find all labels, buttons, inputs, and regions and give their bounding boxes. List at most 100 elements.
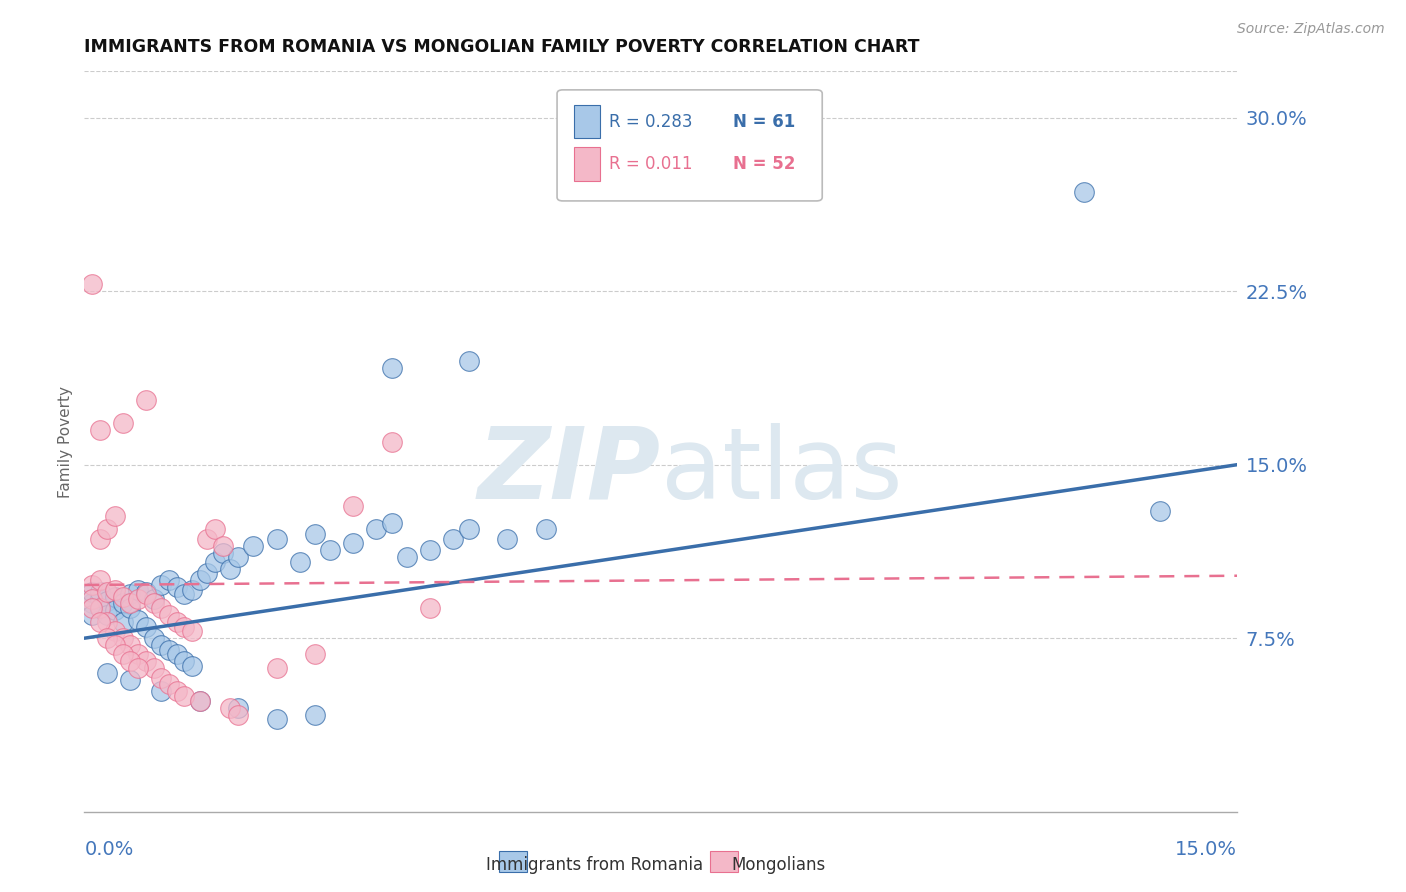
- Point: [120, 597, 142, 611]
- Point: [157, 642, 180, 657]
- Point: [120, 638, 142, 652]
- Point: [111, 648, 134, 662]
- Point: [150, 684, 173, 698]
- Point: [150, 671, 173, 685]
- Point: [111, 615, 134, 629]
- Point: [104, 638, 127, 652]
- Point: [166, 648, 188, 662]
- Point: [173, 689, 195, 703]
- Point: [127, 591, 149, 606]
- Point: [266, 712, 288, 726]
- Point: [80, 277, 103, 292]
- Point: [166, 580, 188, 594]
- Point: [457, 353, 479, 368]
- FancyBboxPatch shape: [575, 147, 600, 180]
- Point: [457, 523, 479, 537]
- Point: [104, 582, 127, 597]
- Text: R = 0.283: R = 0.283: [609, 112, 692, 131]
- Point: [219, 700, 242, 714]
- Point: [104, 508, 127, 523]
- Text: Source: ZipAtlas.com: Source: ZipAtlas.com: [1237, 22, 1385, 37]
- Point: [96, 594, 118, 608]
- Text: ZIP: ZIP: [478, 423, 661, 520]
- Point: [104, 624, 127, 639]
- Point: [366, 523, 388, 537]
- Point: [534, 523, 557, 537]
- Point: [381, 434, 404, 449]
- Point: [96, 665, 118, 680]
- Y-axis label: Family Poverty: Family Poverty: [58, 385, 73, 498]
- Point: [96, 523, 118, 537]
- Point: [266, 661, 288, 675]
- Point: [188, 574, 211, 588]
- Point: [204, 555, 226, 569]
- Point: [166, 684, 188, 698]
- Point: [135, 619, 157, 633]
- Point: [89, 601, 111, 615]
- Point: [89, 615, 111, 629]
- Point: [89, 423, 111, 437]
- Point: [304, 527, 326, 541]
- Point: [104, 590, 127, 604]
- Point: [89, 591, 111, 606]
- Point: [89, 574, 111, 588]
- Point: [104, 603, 127, 617]
- Point: [381, 360, 404, 375]
- Point: [342, 500, 364, 514]
- Point: [188, 694, 211, 708]
- Point: [80, 597, 103, 611]
- Point: [142, 631, 165, 645]
- Point: [120, 587, 142, 601]
- Text: 15.0%: 15.0%: [1175, 840, 1237, 859]
- Point: [195, 566, 218, 581]
- Point: [111, 416, 134, 430]
- Point: [419, 543, 441, 558]
- Text: N = 52: N = 52: [734, 155, 796, 173]
- Point: [342, 536, 364, 550]
- Point: [204, 523, 226, 537]
- Point: [135, 587, 157, 601]
- Point: [266, 532, 288, 546]
- Text: Mongolians: Mongolians: [731, 856, 825, 874]
- Point: [80, 608, 103, 623]
- Text: IMMIGRANTS FROM ROMANIA VS MONGOLIAN FAMILY POVERTY CORRELATION CHART: IMMIGRANTS FROM ROMANIA VS MONGOLIAN FAM…: [84, 38, 920, 56]
- Point: [80, 601, 103, 615]
- Point: [120, 601, 142, 615]
- Point: [80, 578, 103, 592]
- Point: [1149, 504, 1171, 518]
- Point: [181, 582, 204, 597]
- Point: [304, 707, 326, 722]
- Point: [120, 654, 142, 668]
- Point: [381, 516, 404, 530]
- Point: [195, 532, 218, 546]
- Point: [304, 648, 326, 662]
- Point: [288, 555, 311, 569]
- Point: [226, 707, 249, 722]
- FancyBboxPatch shape: [575, 105, 600, 138]
- FancyBboxPatch shape: [557, 90, 823, 201]
- Point: [96, 631, 118, 645]
- Point: [89, 601, 111, 615]
- Point: [219, 562, 242, 576]
- Point: [80, 591, 103, 606]
- Point: [150, 578, 173, 592]
- Point: [127, 648, 149, 662]
- Point: [127, 661, 149, 675]
- Point: [80, 585, 103, 599]
- Point: [135, 585, 157, 599]
- Point: [496, 532, 519, 546]
- Point: [211, 545, 233, 560]
- Point: [157, 574, 180, 588]
- Point: [127, 582, 149, 597]
- Point: [135, 654, 157, 668]
- Point: [120, 673, 142, 687]
- Point: [150, 601, 173, 615]
- Text: Immigrants from Romania: Immigrants from Romania: [486, 856, 703, 874]
- Point: [441, 532, 464, 546]
- Point: [127, 613, 149, 627]
- Point: [96, 608, 118, 623]
- Point: [242, 539, 264, 553]
- Point: [142, 591, 165, 606]
- Text: atlas: atlas: [661, 423, 903, 520]
- Point: [226, 550, 249, 565]
